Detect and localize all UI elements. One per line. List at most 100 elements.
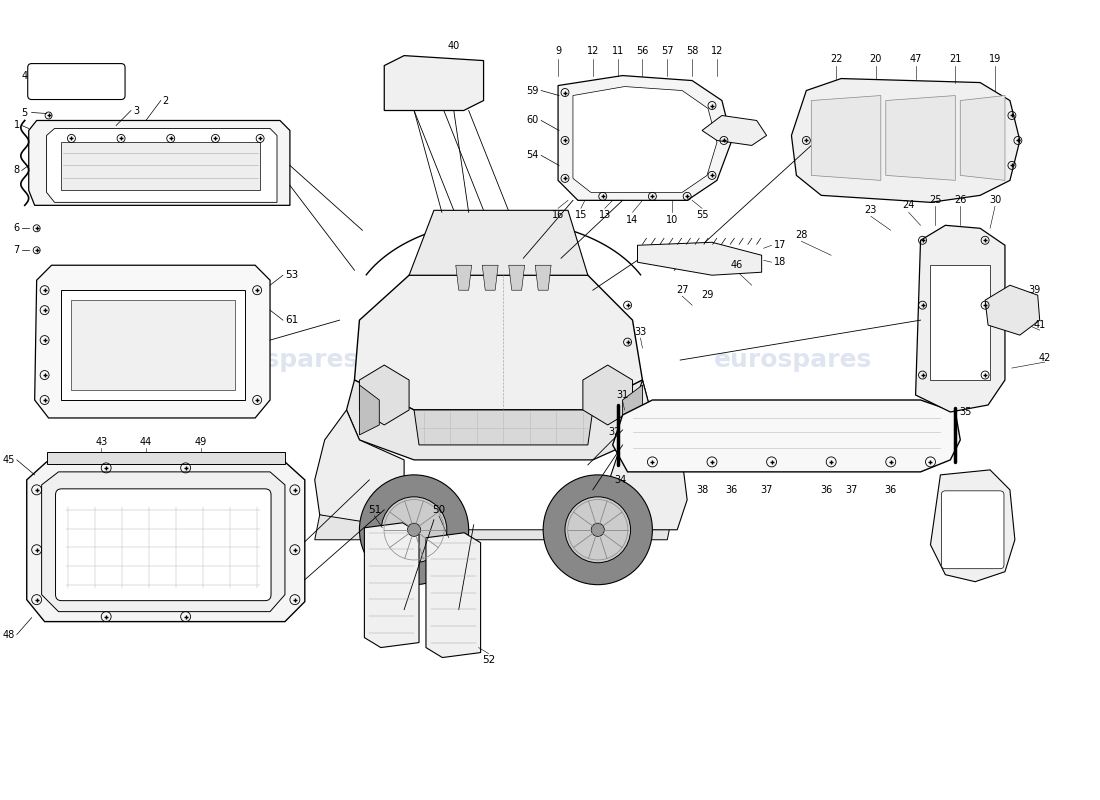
Text: 46: 46: [730, 260, 743, 270]
Text: 53: 53: [285, 270, 298, 280]
Polygon shape: [409, 210, 587, 275]
Text: 41: 41: [1034, 320, 1046, 330]
Text: 1: 1: [13, 121, 20, 130]
Text: 13: 13: [598, 210, 611, 220]
Polygon shape: [482, 266, 498, 290]
Polygon shape: [360, 385, 379, 435]
Polygon shape: [623, 385, 642, 435]
Text: eurospares: eurospares: [201, 348, 359, 372]
Text: 37: 37: [760, 485, 773, 495]
Polygon shape: [455, 266, 472, 290]
Polygon shape: [536, 266, 551, 290]
Text: 12: 12: [586, 46, 600, 56]
Text: 45: 45: [2, 455, 14, 465]
Text: 37: 37: [845, 485, 857, 495]
Text: 57: 57: [661, 46, 673, 56]
Polygon shape: [583, 365, 632, 425]
Bar: [62, 290, 245, 400]
Text: 40: 40: [448, 41, 460, 50]
Circle shape: [407, 523, 420, 536]
Polygon shape: [573, 86, 717, 192]
Polygon shape: [662, 420, 692, 460]
FancyBboxPatch shape: [28, 63, 125, 99]
Bar: [72, 300, 235, 390]
Polygon shape: [986, 285, 1040, 335]
Polygon shape: [346, 380, 650, 460]
Text: 21: 21: [949, 54, 961, 63]
Text: 60: 60: [526, 115, 538, 126]
Text: 31: 31: [616, 390, 629, 400]
Polygon shape: [791, 78, 1020, 202]
Text: 19: 19: [989, 54, 1001, 63]
Text: 29: 29: [701, 290, 713, 300]
Circle shape: [382, 497, 447, 562]
Text: 39: 39: [1028, 285, 1041, 295]
Text: 33: 33: [635, 327, 647, 337]
Polygon shape: [384, 55, 484, 110]
Polygon shape: [46, 129, 277, 202]
Text: 10: 10: [667, 215, 679, 226]
Text: 30: 30: [989, 195, 1001, 206]
Text: 38: 38: [696, 485, 708, 495]
Text: 58: 58: [686, 46, 698, 56]
Polygon shape: [960, 95, 1005, 180]
Text: 18: 18: [773, 258, 785, 267]
Text: 17: 17: [773, 240, 785, 250]
Text: 32: 32: [608, 427, 620, 437]
Text: 23: 23: [865, 206, 877, 215]
Polygon shape: [638, 242, 761, 275]
Text: 36: 36: [884, 485, 896, 495]
Polygon shape: [593, 380, 688, 530]
Text: 2: 2: [163, 95, 169, 106]
Text: 16: 16: [552, 210, 564, 220]
Polygon shape: [426, 533, 481, 658]
Text: 25: 25: [930, 195, 942, 206]
Circle shape: [565, 497, 630, 562]
Circle shape: [543, 475, 652, 585]
Text: 20: 20: [870, 54, 882, 63]
Bar: [62, 142, 260, 190]
Polygon shape: [360, 365, 409, 425]
Text: 26: 26: [954, 195, 967, 206]
Polygon shape: [315, 515, 672, 540]
Text: 22: 22: [829, 54, 843, 63]
Polygon shape: [558, 75, 732, 200]
Text: 7: 7: [13, 246, 20, 255]
Text: 55: 55: [696, 210, 708, 220]
Text: 9: 9: [556, 46, 561, 56]
Circle shape: [591, 523, 604, 536]
Text: 42: 42: [1038, 353, 1050, 363]
Text: 48: 48: [2, 630, 14, 639]
Text: 52: 52: [482, 654, 495, 665]
Polygon shape: [702, 115, 767, 146]
Text: 54: 54: [526, 150, 538, 161]
Text: 36: 36: [821, 485, 833, 495]
Text: 24: 24: [902, 200, 915, 210]
Polygon shape: [508, 266, 525, 290]
Polygon shape: [886, 95, 955, 180]
Bar: [931, 266, 990, 380]
Text: 44: 44: [140, 437, 152, 447]
Text: 6: 6: [13, 223, 20, 234]
Polygon shape: [315, 410, 404, 530]
Text: 4: 4: [22, 70, 28, 81]
Text: 3: 3: [133, 106, 139, 115]
Polygon shape: [931, 470, 1015, 582]
Polygon shape: [414, 410, 593, 445]
Text: 61: 61: [285, 315, 298, 325]
Text: 12: 12: [711, 46, 723, 56]
Text: 35: 35: [959, 407, 971, 417]
Text: 11: 11: [612, 46, 624, 56]
Text: 34: 34: [615, 475, 627, 485]
Circle shape: [360, 475, 469, 585]
Text: 56: 56: [636, 46, 649, 56]
Text: 15: 15: [574, 210, 587, 220]
Text: 47: 47: [910, 54, 922, 63]
Text: 5: 5: [22, 107, 28, 118]
Text: 51: 51: [367, 505, 381, 515]
FancyBboxPatch shape: [55, 489, 271, 601]
Polygon shape: [42, 472, 285, 612]
Polygon shape: [812, 95, 881, 180]
Text: 14: 14: [626, 215, 639, 226]
Polygon shape: [26, 462, 305, 622]
